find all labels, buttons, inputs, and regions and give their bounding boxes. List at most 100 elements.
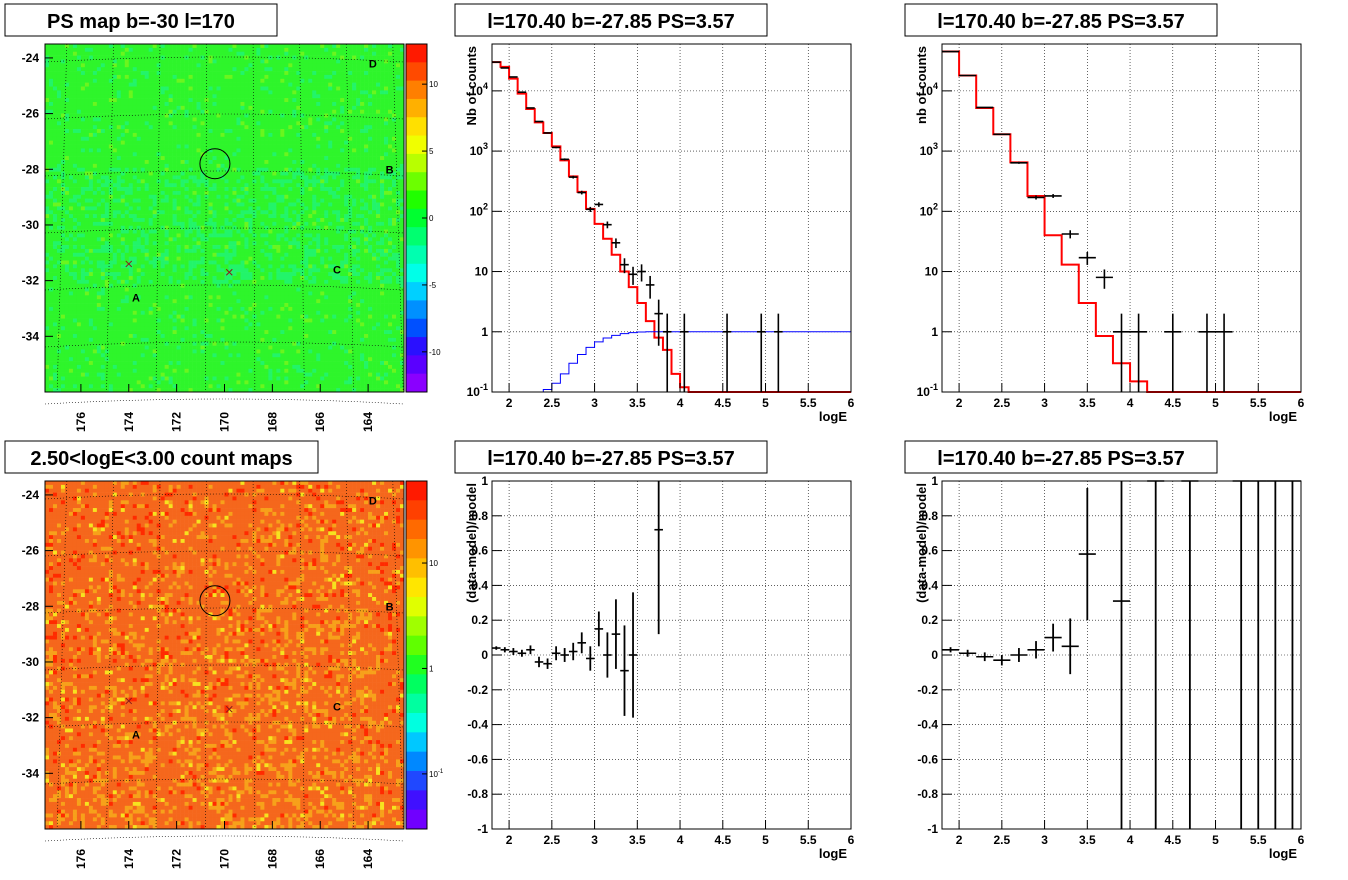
y-tick-label: -28 — [22, 599, 40, 613]
y-tick-label: 1 — [481, 474, 488, 488]
plot-area — [492, 481, 851, 829]
colorbar-tick-label: 5 — [429, 147, 434, 156]
x-tick-label: 4.5 — [714, 833, 731, 847]
colorbar-cell — [406, 154, 427, 173]
x-tick-label: 5 — [762, 396, 769, 410]
y-tick-label: -1 — [477, 822, 488, 836]
y-tick-label: 0.2 — [471, 613, 488, 627]
y-tick-label: -0.4 — [467, 718, 488, 732]
colorbar-cell — [406, 81, 427, 100]
x-tick-label: 5.5 — [800, 396, 817, 410]
title-box-count-map: 2.50<logE<3.00 count maps — [5, 441, 318, 473]
y-axis-label: Nb of counts — [464, 46, 479, 125]
colorbar-cell — [406, 99, 427, 118]
y-tick-label: 10-1 — [917, 382, 938, 399]
colorbar-cell — [406, 374, 427, 393]
x-tick-label: 5.5 — [1250, 833, 1267, 847]
y-tick-label: -0.6 — [917, 752, 938, 766]
x-tick-label: 2 — [956, 396, 963, 410]
x-tick-label: 168 — [265, 412, 279, 432]
y-tick-label: -0.8 — [467, 787, 488, 801]
colorbar-tick-label: 10 — [429, 80, 438, 89]
x-tick-label: 5.5 — [1250, 396, 1267, 410]
y-tick-label: 0 — [481, 648, 488, 662]
colorbar-cell — [406, 694, 427, 714]
y-tick-label: 0 — [931, 648, 938, 662]
y-tick-label: -0.6 — [467, 752, 488, 766]
colorbar: 10 5 0 -5 -10 — [406, 44, 441, 392]
x-tick-label: 2 — [506, 396, 513, 410]
colorbar-cell — [406, 713, 427, 733]
y-tick-label: -0.2 — [467, 683, 488, 697]
x-tick-label: 4 — [677, 833, 684, 847]
x-tick-label: 164 — [361, 849, 375, 869]
heatmap-cells — [45, 44, 404, 392]
colorbar-cell — [406, 337, 427, 356]
colorbar-cell — [406, 500, 427, 520]
y-tick-label: -0.8 — [917, 787, 938, 801]
y-axis-label: nb of counts — [914, 46, 929, 124]
y-tick-label: 102 — [470, 201, 488, 218]
x-tick-label: 3 — [591, 833, 598, 847]
x-tick-label: 2.5 — [993, 833, 1010, 847]
colorbar-tick-label: -5 — [429, 281, 437, 290]
colorbar-cell — [406, 300, 427, 319]
colorbar-tick-label: -10 — [429, 348, 441, 357]
x-tick-label: 5 — [762, 833, 769, 847]
colorbar-cell — [406, 62, 427, 81]
colorbar-cell — [406, 172, 427, 191]
colorbar-cell — [406, 481, 427, 501]
x-tick-label: 4 — [1127, 833, 1134, 847]
colorbar-cell — [406, 732, 427, 752]
colorbar-cell — [406, 539, 427, 559]
x-axis-label: logE — [819, 409, 847, 424]
source-label-A: A — [132, 292, 140, 304]
y-tick-label: -24 — [22, 488, 40, 502]
x-tick-label: 5.5 — [800, 833, 817, 847]
x-tick-label: 166 — [313, 412, 327, 432]
x-tick-label: 4.5 — [1164, 396, 1181, 410]
x-tick-label: 174 — [122, 849, 136, 869]
title-box-count-map-text: 2.50<logE<3.00 count maps — [30, 448, 292, 470]
y-tick-label: 10 — [925, 265, 939, 279]
colorbar-cell — [406, 674, 427, 694]
colorbar-cell — [406, 790, 427, 810]
y-tick-label: -30 — [22, 655, 40, 669]
x-tick-label: 4.5 — [1164, 833, 1181, 847]
title-box-residual-2-text: l=170.40 b=-27.85 PS=3.57 — [937, 448, 1184, 470]
x-tick-label: 3 — [1041, 833, 1048, 847]
y-tick-label: 1 — [481, 325, 488, 339]
colorbar-cell — [406, 655, 427, 675]
colorbar-tick-label: 0 — [429, 214, 434, 223]
y-tick-label: 0.2 — [921, 613, 938, 627]
x-tick-label: 3.5 — [1079, 833, 1096, 847]
x-tick-label: 170 — [218, 849, 232, 869]
y-tick-label: -0.2 — [917, 683, 938, 697]
colorbar-cell — [406, 117, 427, 136]
colorbar-cell — [406, 520, 427, 540]
y-tick-label: -1 — [927, 822, 938, 836]
colorbar-cell — [406, 752, 427, 772]
y-tick-label: -30 — [22, 218, 40, 232]
title-box-ps-map-text: PS map b=-30 l=170 — [47, 11, 235, 33]
x-tick-label: 5 — [1212, 833, 1219, 847]
x-tick-label: 172 — [170, 849, 184, 869]
x-tick-label: 2.5 — [543, 396, 560, 410]
y-tick-label: 10-1 — [467, 382, 488, 399]
x-tick-label: 2 — [506, 833, 513, 847]
x-tick-label: 4 — [1127, 396, 1134, 410]
x-tick-label: 172 — [170, 412, 184, 432]
source-label-A: A — [132, 729, 140, 741]
colorbar-cell — [406, 636, 427, 656]
source-label-D: D — [369, 58, 377, 70]
heatmap-cells — [45, 481, 404, 829]
y-tick-label: -34 — [22, 329, 40, 343]
x-tick-label: 170 — [218, 412, 232, 432]
y-tick-label: -24 — [22, 51, 40, 65]
x-tick-label: 2.5 — [543, 833, 560, 847]
colorbar-tick-label: 1 — [429, 664, 434, 673]
